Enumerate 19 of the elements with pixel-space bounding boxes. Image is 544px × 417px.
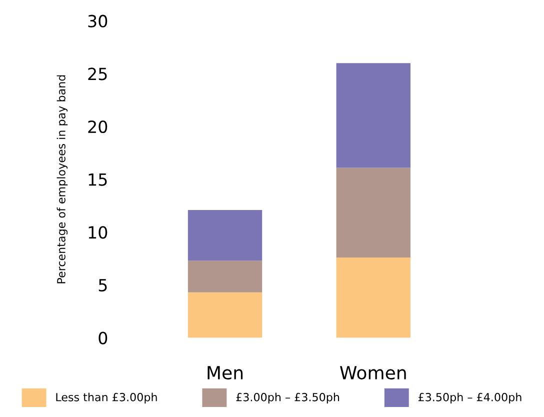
y-tick-label: 5 [98, 279, 107, 292]
x-tick-label: Men [208, 366, 243, 380]
y-tick-label: 30 [88, 14, 108, 28]
bar [188, 260, 262, 292]
y-tick-label: 25 [88, 68, 107, 80]
legend-label: £3.00ph – £3.50ph [236, 392, 340, 404]
legend-label: Less than £3.00ph [56, 392, 157, 404]
y-tick-label: 0 [98, 332, 108, 344]
legend-label: £3.50ph – £4.00ph [418, 392, 522, 404]
y-tick-label: 20 [88, 120, 108, 134]
bar [336, 63, 410, 168]
bar [188, 210, 262, 261]
bar [336, 257, 410, 338]
bar [188, 292, 262, 338]
y-tick-label: 10 [88, 226, 108, 239]
x-tick-label: Women [340, 366, 406, 380]
y-tick-label: 15 [88, 173, 107, 186]
y-axis-title: Percentage of employees in pay band [56, 75, 68, 284]
bar [336, 168, 410, 258]
